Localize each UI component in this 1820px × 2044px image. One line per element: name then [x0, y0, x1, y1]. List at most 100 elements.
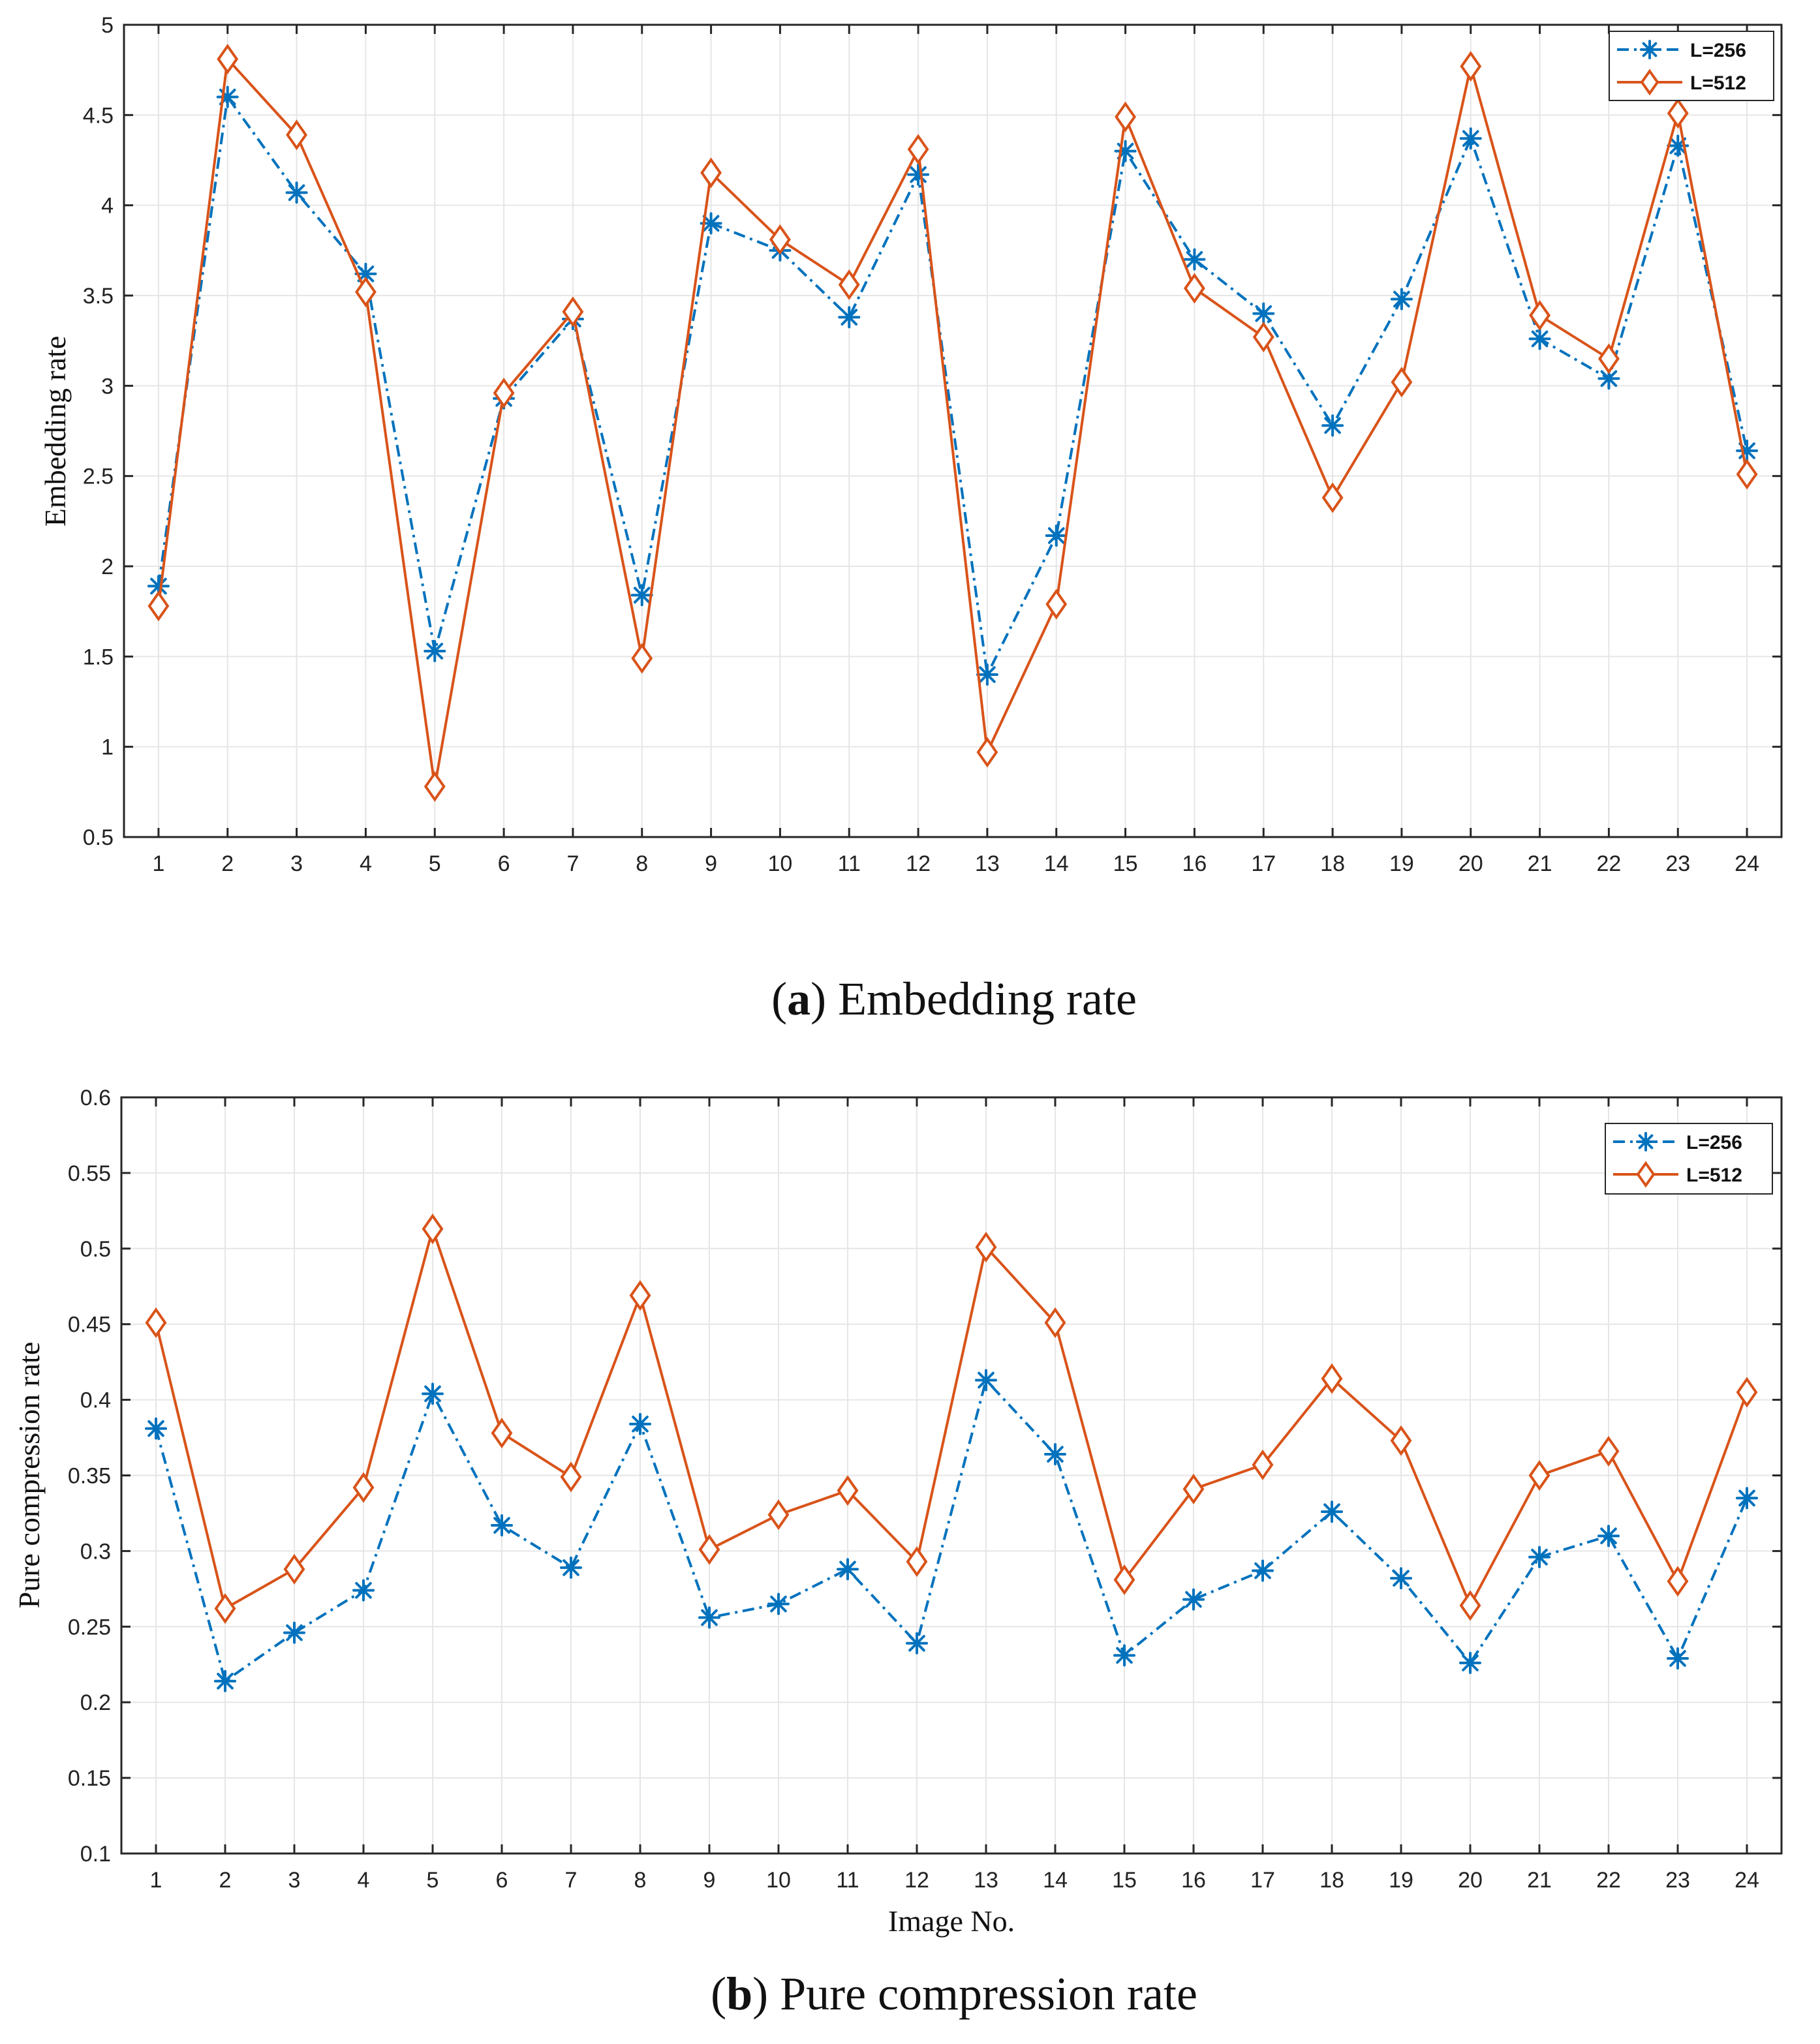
x-tick-label: 4 — [358, 1868, 370, 1893]
data-point — [1597, 343, 1620, 374]
data-point — [1736, 459, 1758, 490]
data-point — [631, 643, 653, 674]
x-tick-label: 18 — [1320, 851, 1345, 876]
data-point — [354, 276, 377, 307]
tick-labels: 1 2 3 4 5 6 7 8 9 10 11 12 13 14 15 16 17 18 19 20 21 22 23 240… — [83, 13, 1759, 876]
x-tick-label: 21 — [1527, 1868, 1552, 1893]
y-tick-label: 0.5 — [83, 825, 114, 850]
data-point — [285, 181, 308, 204]
data-point — [1045, 588, 1068, 620]
data-point — [630, 584, 653, 607]
data-point — [1667, 1647, 1689, 1670]
caption-text: Embedding rate — [826, 973, 1137, 1025]
data-point — [1460, 51, 1482, 82]
x-tick-label: 19 — [1389, 1868, 1413, 1893]
series-l-512 — [147, 44, 1758, 802]
data-point — [283, 1553, 305, 1585]
caption-close-paren: ) — [810, 973, 826, 1025]
data-point — [975, 1369, 997, 1392]
y-tick-label: 0.25 — [68, 1615, 111, 1640]
x-tick-label: 5 — [429, 851, 441, 876]
data-point — [562, 296, 584, 328]
tick-labels: 1 2 3 4 5 6 7 8 9 10 11 12 13 14 15 16 17 18 19 20 21 22 23 240… — [68, 1086, 1759, 1893]
x-tick-label: 22 — [1597, 851, 1622, 876]
y-tick-label: 0.55 — [68, 1161, 111, 1186]
caption-open-paren: ( — [711, 1968, 726, 2020]
data-point — [147, 590, 170, 622]
legend-box — [1609, 31, 1774, 101]
data-point — [1529, 299, 1551, 331]
x-tick-label: 21 — [1528, 851, 1552, 876]
data-point — [217, 44, 239, 75]
data-point — [1667, 1566, 1689, 1597]
data-point — [1182, 1473, 1205, 1504]
legend: L=256 L=512 — [1609, 31, 1774, 101]
axes-frame — [123, 23, 1783, 838]
data-point — [352, 1472, 375, 1503]
x-tick-label: 7 — [566, 851, 579, 876]
data-point — [424, 771, 446, 802]
data-point — [837, 1475, 859, 1506]
data-point — [767, 1593, 790, 1615]
y-tick-label: 0.2 — [80, 1690, 111, 1715]
x-tick-label: 1 — [152, 851, 164, 876]
y-tick-label: 3.5 — [83, 284, 114, 309]
data-point — [1528, 1546, 1550, 1568]
data-point — [1597, 367, 1620, 390]
data-point — [424, 640, 446, 663]
x-tick-label: 14 — [1044, 851, 1069, 876]
x-tick-label: 19 — [1389, 851, 1414, 876]
data-point — [1113, 1644, 1135, 1667]
x-tick-label: 8 — [634, 1868, 647, 1893]
y-tick-label: 0.35 — [68, 1464, 111, 1489]
series-l-256 — [147, 85, 1759, 686]
x-tick-label: 16 — [1182, 851, 1207, 876]
data-point — [907, 134, 929, 165]
data-point — [560, 1556, 582, 1579]
x-tick-label: 15 — [1112, 1868, 1137, 1893]
data-point — [1115, 101, 1137, 132]
data-point — [1252, 1559, 1274, 1582]
data-point — [837, 1558, 859, 1581]
y-tick-label: 0.3 — [80, 1539, 111, 1564]
x-tick-label: 11 — [836, 1868, 859, 1893]
data-point — [976, 737, 998, 768]
data-point — [1667, 98, 1689, 129]
y-tick-label: 3 — [101, 374, 114, 399]
x-tick-label: 3 — [290, 851, 303, 876]
data-point — [1183, 273, 1205, 304]
legend-label: L=512 — [1686, 1165, 1742, 1186]
legend-label: L=256 — [1686, 1132, 1742, 1153]
y-tick-label: 0.4 — [80, 1388, 111, 1413]
x-axis-label: Image No. — [888, 1904, 1015, 1938]
data-point — [422, 1382, 444, 1405]
x-tick-label: 20 — [1458, 851, 1483, 876]
y-axis-label: Pure compression rate — [12, 1342, 46, 1609]
x-tick-label: 2 — [219, 1868, 232, 1893]
x-tick-label: 23 — [1665, 851, 1690, 876]
y-tick-label: 2 — [101, 555, 114, 579]
data-point — [1390, 288, 1413, 311]
data-point — [1736, 1377, 1758, 1408]
data-point — [975, 1231, 997, 1262]
x-tick-label: 5 — [427, 1868, 439, 1893]
caption-close-paren: ) — [752, 1968, 768, 2020]
series-line — [155, 1379, 1748, 1683]
x-tick-label: 16 — [1181, 1868, 1206, 1893]
legend-item: L=256 — [1617, 40, 1746, 61]
data-point — [1183, 248, 1206, 271]
data-point — [1321, 1501, 1343, 1523]
data-point — [352, 1579, 375, 1602]
data-point — [767, 1499, 790, 1531]
caption-open-paren: ( — [771, 973, 787, 1025]
series-l-512 — [145, 1213, 1758, 1624]
x-tick-label: 2 — [221, 851, 234, 876]
data-point — [1459, 1651, 1481, 1674]
data-point — [493, 377, 515, 408]
data-point — [1045, 524, 1068, 547]
data-point — [1528, 328, 1551, 350]
data-point — [491, 1418, 513, 1449]
data-point — [214, 1670, 236, 1692]
